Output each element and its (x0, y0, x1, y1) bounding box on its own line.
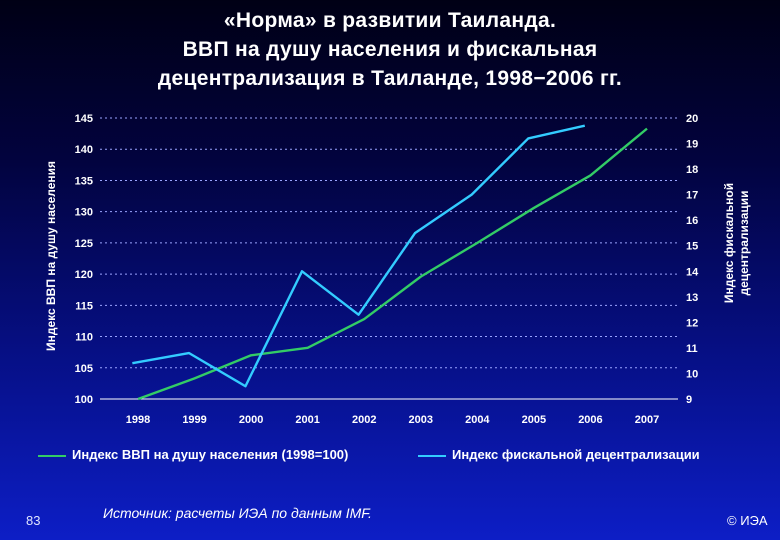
right-tick-label: 13 (686, 292, 698, 304)
right-tick-label: 16 (686, 215, 698, 227)
title-line-1: «Норма» в развитии Таиланда. (223, 9, 557, 32)
x-axis-ticks: 1998 1999 2000 2001 2002 2003 2004 2005 2006 2007 (126, 414, 659, 426)
right-tick-label: 14 (686, 266, 699, 278)
y2-axis-label-line-2: децентрализации (737, 190, 751, 295)
left-tick-label: 110 (75, 332, 93, 344)
series-line-gdp (137, 127, 648, 401)
x-tick-label: 2000 (239, 414, 263, 426)
left-tick-label: 130 (75, 207, 93, 219)
x-tick-label: 1999 (182, 414, 206, 426)
x-tick-label: 1998 (126, 414, 150, 426)
y2-axis-label-line-1: Индекс фискальной (722, 183, 736, 303)
left-axis-ticks: 100 105 110 115 120 125 130 135 140 145 (75, 113, 93, 406)
left-tick-label: 120 (75, 269, 93, 281)
right-tick-label: 11 (686, 343, 698, 355)
page-number: 83 (26, 513, 41, 528)
title-line-2: ВВП на душу населения и фискальная (182, 38, 598, 61)
x-tick-label: 2006 (578, 414, 602, 426)
source-note: Источник: расчеты ИЭА по данным IMF. (103, 505, 372, 521)
right-tick-label: 19 (686, 139, 698, 151)
left-tick-label: 105 (75, 363, 93, 375)
left-tick-label: 125 (75, 238, 93, 250)
legend-label-fiscal: Индекс фискальной децентрализации (452, 447, 700, 462)
x-tick-label: 2004 (465, 414, 490, 426)
legend-swatch-fiscal (418, 454, 446, 457)
y-axis-label: Индекс ВВП на душу населения (44, 161, 58, 351)
legend-item-gdp: Индекс ВВП на душу населения (1998=100) (38, 447, 348, 462)
chart-title: «Норма» в развитии Таиланда. ВВП на душу… (40, 6, 740, 93)
gridlines (100, 117, 678, 400)
x-tick-label: 2003 (409, 414, 433, 426)
left-tick-label: 135 (75, 175, 93, 187)
copyright: © ИЭА (727, 513, 768, 528)
right-axis-ticks: 9 10 11 12 13 14 15 16 17 18 19 20 (686, 113, 699, 406)
series-lines (132, 124, 648, 401)
left-tick-label: 115 (75, 300, 93, 312)
x-tick-label: 2002 (352, 414, 376, 426)
right-tick-label: 12 (686, 317, 698, 329)
left-tick-label: 145 (75, 113, 93, 125)
legend-label-gdp: Индекс ВВП на душу населения (1998=100) (72, 447, 349, 462)
left-tick-label: 140 (75, 144, 93, 156)
x-tick-label: 2005 (522, 414, 546, 426)
title-line-3: децентрализация в Таиланде, 1998−2006 гг… (157, 67, 623, 90)
legend-item-fiscal: Индекс фискальной децентрализации (418, 447, 700, 462)
right-tick-label: 18 (686, 164, 698, 176)
y2-axis-label: Индекс фискальной децентрализации (722, 183, 751, 303)
x-tick-label: 2001 (295, 414, 319, 426)
left-tick-label: 100 (75, 394, 93, 406)
legend-swatch-gdp (38, 454, 66, 457)
right-tick-label: 20 (686, 113, 698, 125)
right-tick-label: 17 (686, 190, 698, 202)
right-tick-label: 10 (686, 368, 698, 380)
right-tick-label: 9 (686, 394, 692, 406)
x-tick-label: 2007 (635, 414, 659, 426)
series-line-fiscal (132, 124, 586, 388)
right-tick-label: 15 (686, 241, 698, 253)
